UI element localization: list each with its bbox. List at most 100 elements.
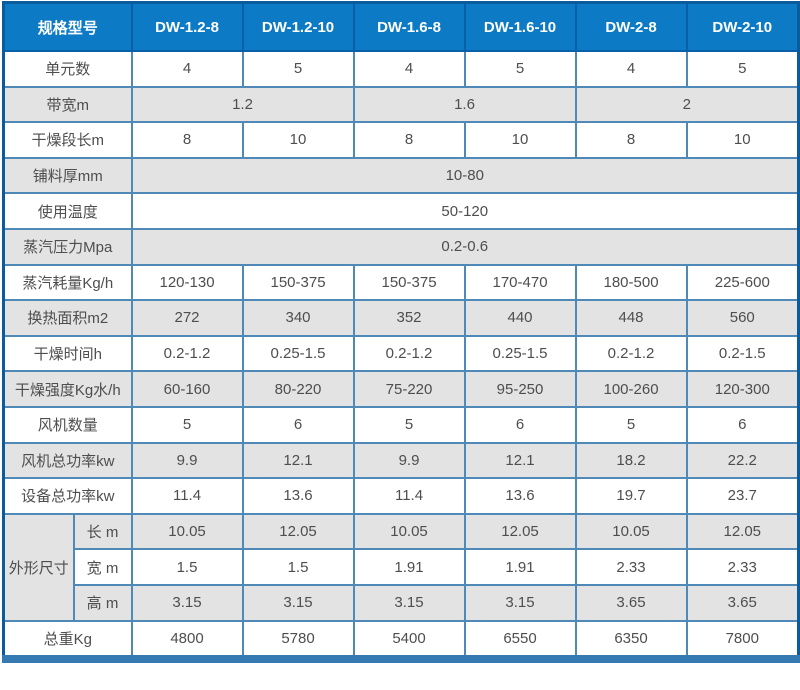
spec-value-cell: 100-260: [574, 370, 688, 408]
spec-value-cell: 3.65: [574, 583, 688, 622]
spec-value-cell: 340: [241, 299, 355, 337]
spec-row: 总重Kg 4800 5780 5400 6550 6350 7800: [2, 619, 800, 661]
spec-value-cell: 180-500: [574, 263, 688, 302]
spec-value-cell: 2.33: [685, 548, 800, 586]
row-label: 总重Kg: [2, 619, 133, 661]
spec-value-cell: 13.6: [241, 477, 355, 515]
spec-value-cell: 10: [685, 121, 800, 159]
spec-value-cell: 440: [463, 299, 577, 337]
spec-value-cell: 5: [130, 405, 244, 444]
row-label: 风机数量: [2, 405, 133, 444]
spec-value-cell: 5: [241, 50, 355, 88]
spec-row: 干燥强度Kg水/h 60-160 80-220 75-220 95-250 100-260…: [2, 370, 800, 408]
row-label: 单元数: [2, 50, 133, 88]
spec-row: 宽 m 1.5 1.5 1.91 1.91 2.33 2.33: [4, 548, 800, 586]
spec-table: 规格型号 DW-1.2-8 DW-1.2-10 DW-1.6-8 DW-1.6-10 DW…: [2, 1, 800, 664]
spec-value-cell: 6350: [574, 619, 688, 661]
row-label: 干燥强度Kg水/h: [2, 370, 133, 408]
spec-value-cell: 60-160: [130, 370, 244, 408]
model-header: DW-1.6-10: [463, 1, 577, 52]
row-label: 蒸汽压力Mpa: [2, 227, 133, 266]
spec-value-cell: 23.7: [685, 477, 800, 515]
spec-value-cell: 13.6: [463, 477, 577, 515]
spec-value-cell: 170-470: [463, 263, 577, 302]
spec-value-cell: 12.1: [463, 441, 577, 480]
spec-value-cell: 225-600: [685, 263, 800, 302]
spec-value-cell: 80-220: [241, 370, 355, 408]
spec-value-cell: 8: [574, 121, 688, 159]
row-label: 风机总功率kw: [2, 441, 133, 480]
spec-value-cell: 150-375: [241, 263, 355, 302]
spec-value-cell: 4: [352, 50, 466, 88]
spec-value-cell: 10.05: [130, 512, 244, 551]
row-label: 设备总功率kw: [2, 477, 133, 515]
spec-row: 带宽m 1.2 1.6 2: [2, 85, 800, 124]
spec-value-cell: 6550: [463, 619, 577, 661]
row-label: 干燥时间h: [2, 334, 133, 373]
spec-row: 风机总功率kw 9.9 12.1 9.9 12.1 18.2 22.2: [2, 441, 800, 480]
spec-row: 单元数 4 5 4 5 4 5: [2, 50, 800, 88]
spec-value-cell: 3.65: [685, 583, 800, 622]
spec-value-cell: 1.91: [463, 548, 577, 586]
spec-value-cell: 6: [241, 405, 355, 444]
spec-value-cell: 0.25-1.5: [241, 334, 355, 373]
spec-value-cell: 0.2-0.6: [130, 227, 800, 266]
spec-value-cell: 10.05: [352, 512, 466, 551]
model-header: DW-2-8: [574, 1, 688, 52]
spec-value-cell: 75-220: [352, 370, 466, 408]
spec-value-cell: 6: [463, 405, 577, 444]
spec-row: 设备总功率kw 11.4 13.6 11.4 13.6 19.7 23.7: [2, 477, 800, 515]
spec-value-cell: 10: [241, 121, 355, 159]
spec-value-cell: 0.2-1.2: [352, 334, 466, 373]
spec-value-cell: 8: [130, 121, 244, 159]
row-label: 带宽m: [2, 85, 133, 124]
model-header: DW-1.6-8: [352, 1, 466, 52]
spec-value-cell: 4: [574, 50, 688, 88]
spec-value-cell: 4800: [130, 619, 244, 661]
row-label: 换热面积m2: [2, 299, 133, 337]
spec-value-cell: 5400: [352, 619, 466, 661]
spec-value-cell: 1.5: [130, 548, 244, 586]
spec-value-cell: 4: [130, 50, 244, 88]
model-header: DW-1.2-10: [241, 1, 355, 52]
spec-value-cell: 0.25-1.5: [463, 334, 577, 373]
spec-row: 蒸汽压力Mpa 0.2-0.6: [2, 227, 800, 266]
dimension-group-label: 外形尺寸: [2, 512, 75, 622]
spec-value-cell: 50-120: [130, 192, 800, 230]
spec-value-cell: 3.15: [241, 583, 355, 622]
spec-value-cell: 9.9: [130, 441, 244, 480]
spec-row: 蒸汽耗量Kg/h 120-130 150-375 150-375 170-470 180-…: [2, 263, 800, 302]
spec-value-cell: 448: [574, 299, 688, 337]
spec-value-cell: 1.91: [352, 548, 466, 586]
spec-value-cell: 0.2-1.5: [685, 334, 800, 373]
spec-value-cell: 95-250: [463, 370, 577, 408]
spec-row: 风机数量 5 6 5 6 5 6: [2, 405, 800, 444]
spec-row: 干燥段长m 8 10 8 10 8 10: [2, 121, 800, 159]
spec-label-header: 规格型号: [2, 1, 133, 52]
spec-value-cell: 352: [352, 299, 466, 337]
spec-value-cell: 3.15: [130, 583, 244, 622]
spec-value-cell: 10: [463, 121, 577, 159]
spec-value-cell: 2: [574, 85, 800, 124]
spec-value-cell: 18.2: [574, 441, 688, 480]
spec-value-cell: 1.2: [130, 85, 355, 124]
spec-value-cell: 0.2-1.2: [574, 334, 688, 373]
spec-table-header: 规格型号 DW-1.2-8 DW-1.2-10 DW-1.6-8 DW-1.6-10 DW…: [2, 1, 800, 52]
spec-value-cell: 5: [685, 50, 800, 88]
spec-value-cell: 560: [685, 299, 800, 337]
spec-value-cell: 11.4: [130, 477, 244, 515]
spec-value-cell: 5: [463, 50, 577, 88]
spec-row: 铺料厚mm 10-80: [2, 156, 800, 195]
spec-value-cell: 5: [574, 405, 688, 444]
spec-value-cell: 120-300: [685, 370, 800, 408]
row-label: 蒸汽耗量Kg/h: [2, 263, 133, 302]
spec-value-cell: 0.2-1.2: [130, 334, 244, 373]
spec-value-cell: 11.4: [352, 477, 466, 515]
spec-value-cell: 1.5: [241, 548, 355, 586]
spec-value-cell: 8: [352, 121, 466, 159]
row-label: 铺料厚mm: [2, 156, 133, 195]
spec-row: 外形尺寸长 m 10.05 12.05 10.05 12.05 10.05 12.05: [2, 512, 800, 622]
spec-table-body: 单元数 4 5 4 5 4 5 带宽m 1.2 1.6 2 干燥段长m 8 10 8 10 8 10 铺料厚mm 10…: [2, 50, 800, 661]
dimension-sub-label: 宽 m: [72, 548, 133, 586]
